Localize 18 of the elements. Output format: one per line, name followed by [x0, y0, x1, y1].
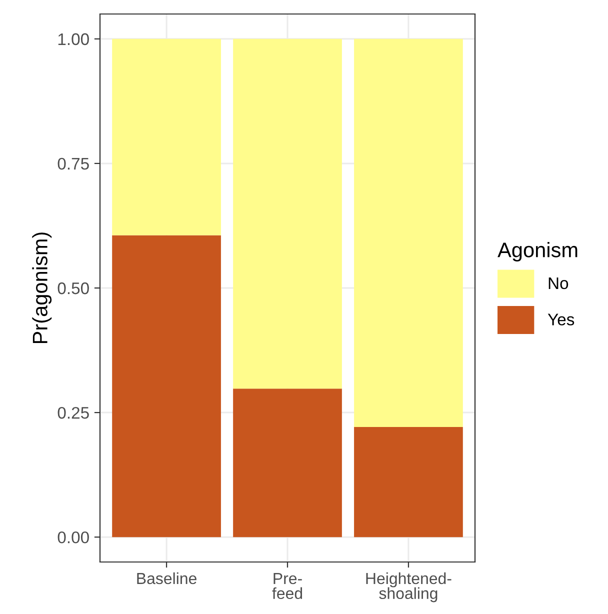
y-axis-title: Pr(agonism) — [32, 232, 52, 344]
x-tick-label: Pre- feed — [272, 573, 302, 600]
bar — [233, 388, 342, 538]
bar — [354, 38, 463, 427]
legend-label: Yes — [548, 314, 574, 326]
x-tick-label: Baseline — [137, 572, 196, 584]
y-tick-label: 0.75 — [58, 158, 89, 170]
y-tick-label: 0.25 — [58, 406, 89, 419]
bar — [233, 38, 342, 389]
y-tick-label: 1.00 — [58, 33, 89, 46]
bar — [354, 426, 463, 538]
bar — [112, 38, 221, 236]
legend-label: No — [548, 277, 568, 290]
y-tick-label: 0.50 — [58, 282, 89, 294]
bar — [112, 235, 221, 538]
x-tick-label: Heightened- shoaling — [366, 572, 452, 602]
legend-title: Agonism — [498, 242, 578, 262]
y-tick-label: 0.00 — [58, 531, 89, 544]
